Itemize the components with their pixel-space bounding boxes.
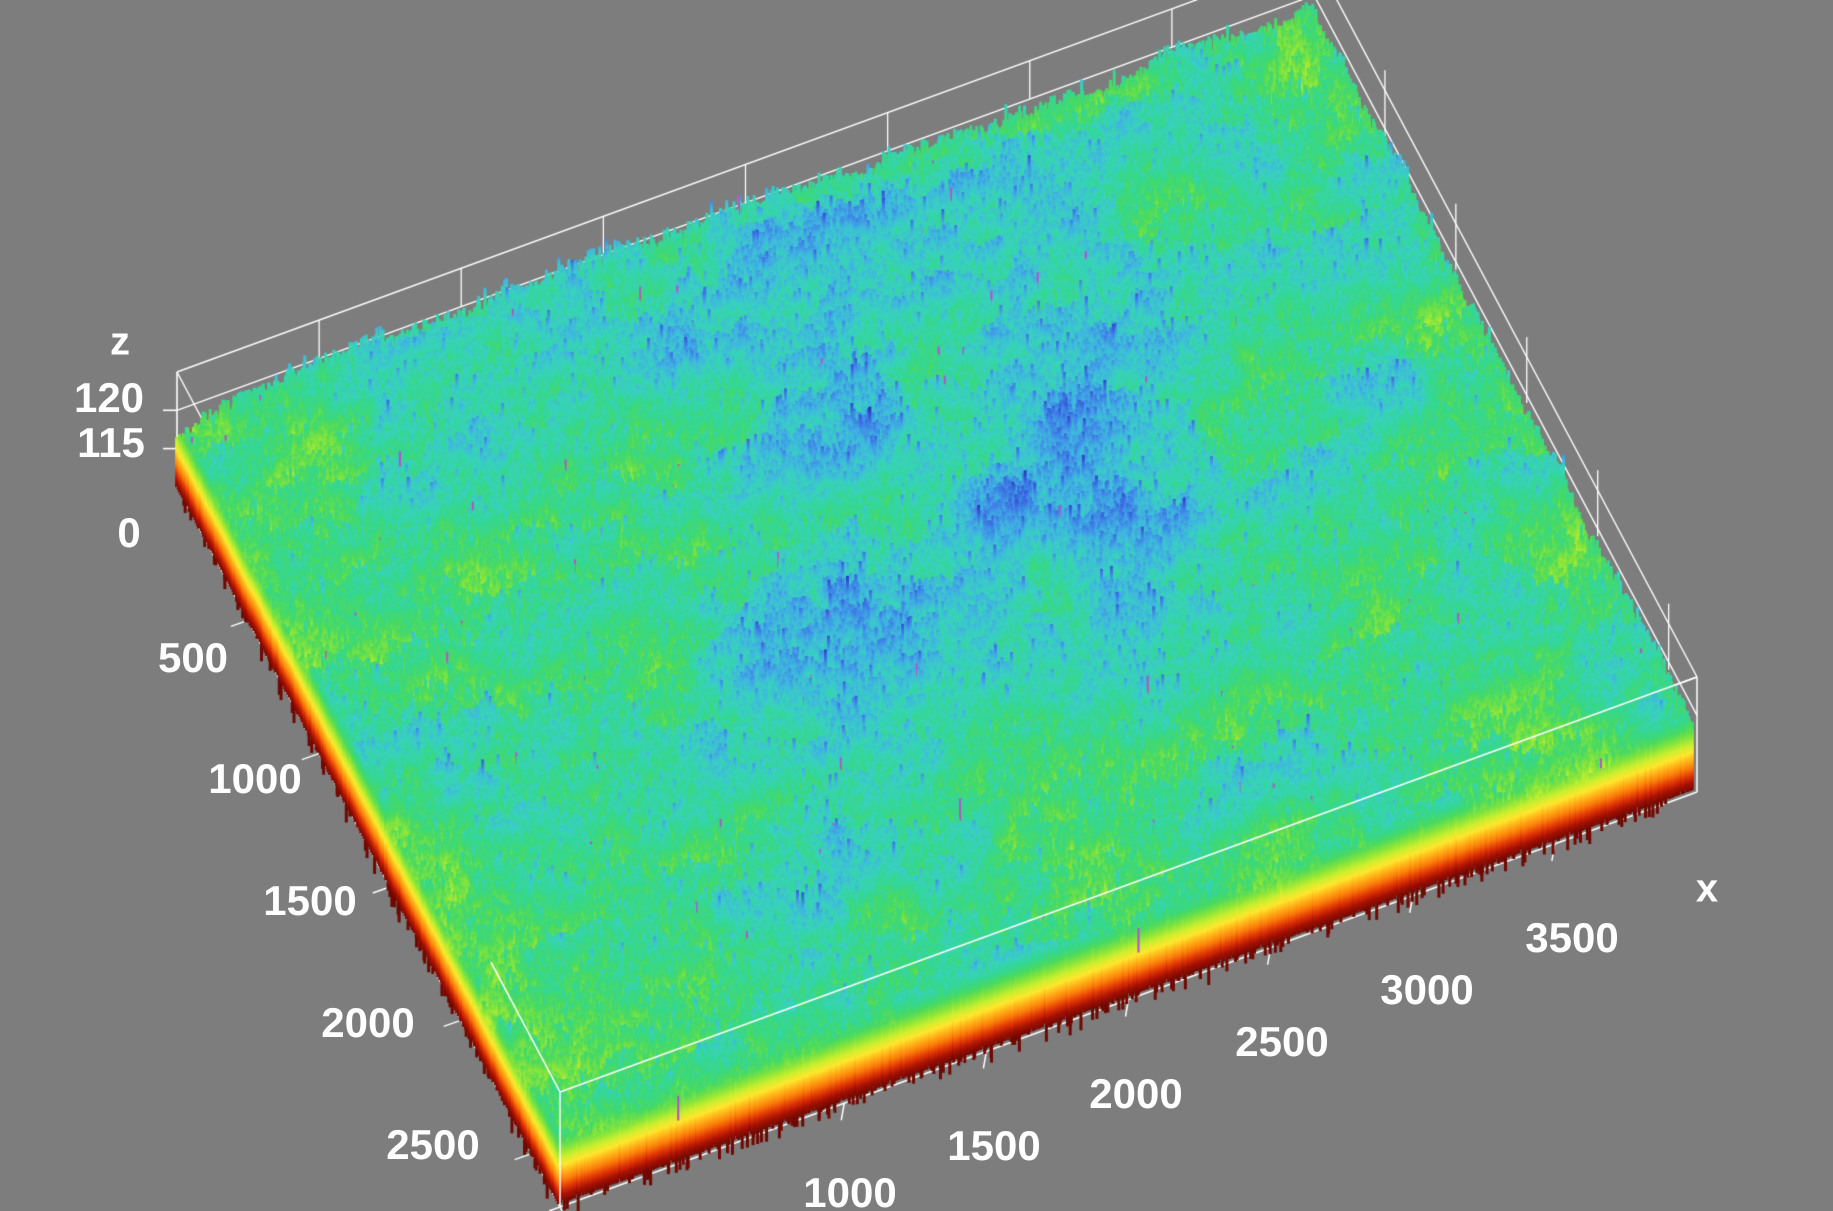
x-axis-tick-label: 2000	[1089, 1070, 1183, 1117]
z-axis-tick-label: 0	[117, 509, 141, 556]
y-axis-tick-label: 500	[157, 634, 229, 681]
y-axis-tick-label: 2000	[321, 999, 415, 1046]
z-axis-tick-label: 120	[73, 374, 145, 421]
y-axis-tick-label: 1500	[263, 877, 357, 924]
y-axis-tick-label: 2500	[386, 1121, 480, 1168]
x-axis-tick-label: 1500	[947, 1122, 1041, 1169]
x-axis-tick-label: 3000	[1380, 966, 1474, 1013]
x-axis-tick-label: 3500	[1525, 914, 1619, 961]
z-axis-name: z	[110, 319, 130, 364]
x-axis-tick-label: 2500	[1235, 1018, 1329, 1065]
y-axis-tick-label: 1000	[208, 755, 302, 802]
z-axis-tick-label: 115	[77, 419, 145, 466]
x-axis-name: x	[1695, 866, 1719, 911]
x-axis-tick-label: 1000	[803, 1169, 897, 1211]
